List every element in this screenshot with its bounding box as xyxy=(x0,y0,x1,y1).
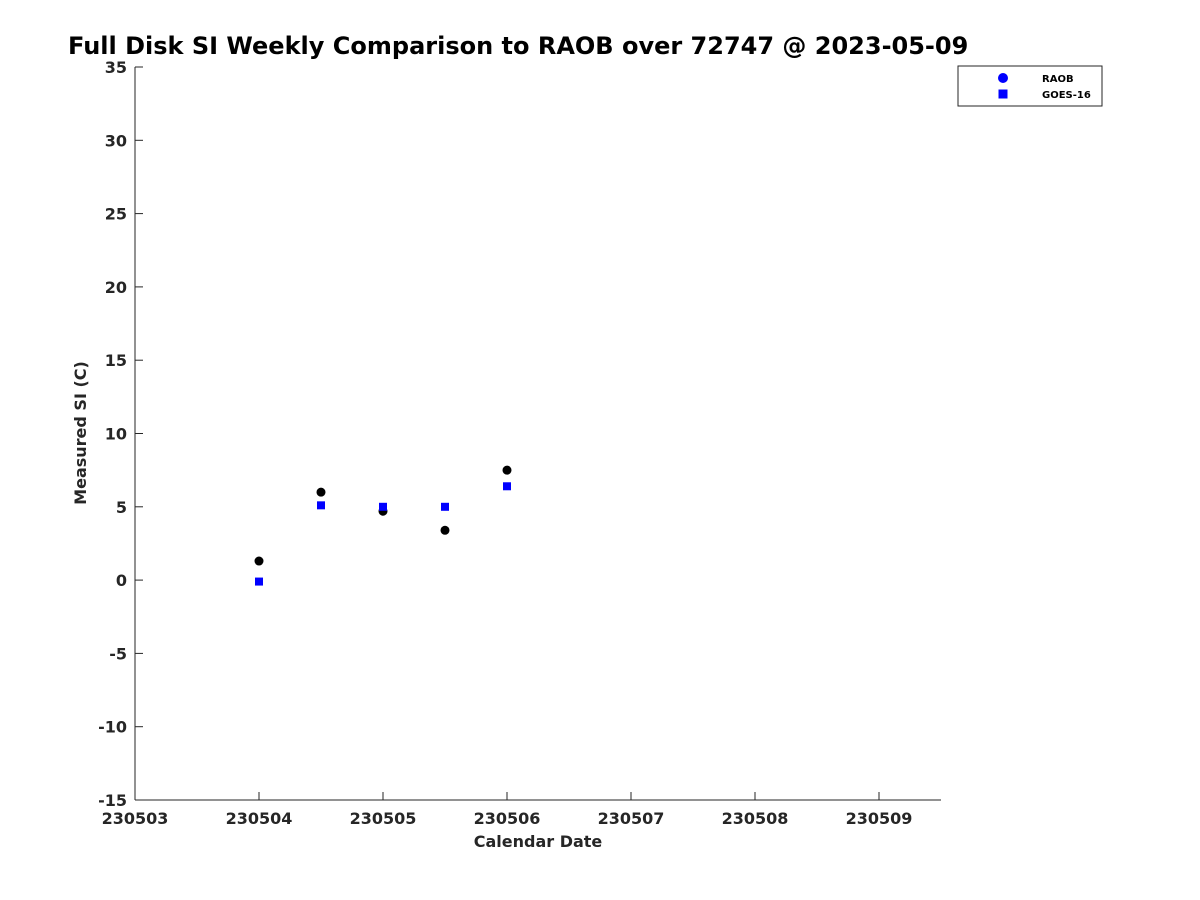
x-tick-label: 230505 xyxy=(350,809,417,828)
point-raob xyxy=(254,556,264,566)
point-raob xyxy=(440,525,450,535)
point-raob xyxy=(316,487,326,497)
y-axis-ticks: -15 -10 -5 0 5 10 15 20 25 30 35 xyxy=(98,58,143,810)
point-raob xyxy=(502,465,512,475)
data-points xyxy=(254,465,512,586)
point-goes16 xyxy=(379,502,387,511)
y-tick-label: 35 xyxy=(105,58,127,77)
y-axis-label: Measured SI (C) xyxy=(71,361,90,505)
y-tick-label: -5 xyxy=(109,644,127,663)
legend-box xyxy=(957,65,1103,107)
point-goes16 xyxy=(503,482,511,491)
legend: RAOB GOES-16 xyxy=(957,65,1103,107)
x-tick-label: 230508 xyxy=(722,809,789,828)
y-tick-label: 10 xyxy=(105,425,127,444)
y-tick-label: -15 xyxy=(98,791,127,810)
plot-axes xyxy=(134,67,941,801)
x-axis-ticks: 230503 230504 230505 230506 230507 230508 2305… xyxy=(102,792,913,828)
x-tick-label: 230503 xyxy=(102,809,169,828)
point-goes16 xyxy=(441,502,449,511)
chart-title: Full Disk SI Weekly Comparison to RAOB o… xyxy=(68,32,968,60)
x-tick-label: 230507 xyxy=(598,809,665,828)
x-tick-label: 230504 xyxy=(226,809,293,828)
y-tick-label: 15 xyxy=(105,351,127,370)
y-tick-label: 0 xyxy=(116,571,127,590)
x-axis-label: Calendar Date xyxy=(474,832,603,851)
y-tick-label: 5 xyxy=(116,498,127,517)
y-tick-label: 20 xyxy=(105,278,127,297)
point-goes16 xyxy=(317,501,325,510)
legend-marker-goes16 xyxy=(998,89,1008,99)
legend-label-goes16: GOES-16 xyxy=(1042,90,1091,101)
legend-marker-raob xyxy=(998,73,1008,83)
x-tick-label: 230506 xyxy=(474,809,541,828)
point-goes16 xyxy=(255,577,263,586)
y-tick-label: 30 xyxy=(105,131,127,150)
x-tick-label: 230509 xyxy=(846,809,913,828)
y-tick-label: 25 xyxy=(105,205,127,224)
legend-label-raob: RAOB xyxy=(1042,74,1074,85)
y-tick-label: -10 xyxy=(98,718,127,737)
